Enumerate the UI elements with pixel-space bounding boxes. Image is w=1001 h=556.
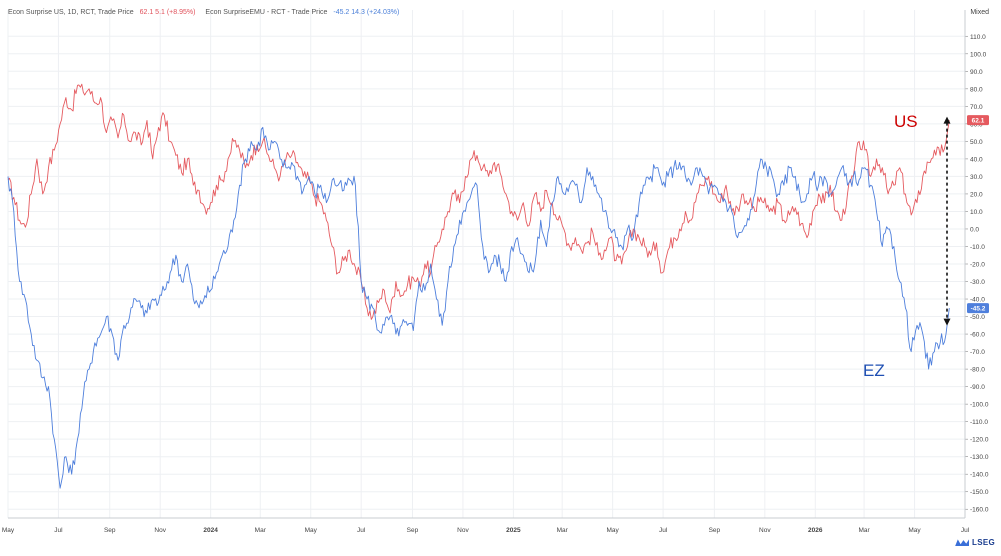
x-tick-label: Jul bbox=[357, 527, 366, 534]
y-tick-label: 110.0 bbox=[970, 34, 986, 41]
ez-series-line bbox=[7, 126, 950, 489]
lseg-logo-text: LSEG bbox=[972, 538, 995, 547]
y-tick-label: -50.0 bbox=[970, 314, 985, 321]
scale-mode-label[interactable]: Mixed bbox=[970, 9, 989, 16]
x-tick-label: Sep bbox=[407, 527, 419, 534]
y-tick-label: 30.0 bbox=[970, 174, 983, 181]
y-tick-label: 40.0 bbox=[970, 156, 983, 163]
y-tick-label: 20.0 bbox=[970, 191, 983, 198]
x-tick-label: Jul bbox=[54, 527, 63, 534]
lseg-logo-icon bbox=[955, 539, 970, 547]
y-tick-label: -40.0 bbox=[970, 297, 985, 304]
x-tick-label: May bbox=[305, 527, 318, 534]
y-tick-label: -110.0 bbox=[970, 419, 988, 426]
x-tick-label: May bbox=[2, 527, 15, 534]
y-tick-label: -140.0 bbox=[970, 472, 989, 479]
x-tick-label: 2025 bbox=[506, 527, 521, 534]
y-tick-label: 80.0 bbox=[970, 86, 983, 93]
x-tick-label: Nov bbox=[154, 527, 166, 534]
y-tick-label: 100.0 bbox=[970, 51, 987, 58]
x-tick-label: Nov bbox=[759, 527, 771, 534]
y-tick-label: -30.0 bbox=[970, 279, 985, 286]
x-tick-label: 2024 bbox=[203, 527, 218, 534]
us-price-tag-text: 62.1 bbox=[972, 118, 985, 125]
y-tick-label: -100.0 bbox=[970, 402, 989, 409]
y-tick-label: 0.0 bbox=[970, 226, 979, 233]
ez-price-tag-text: -45.2 bbox=[971, 306, 986, 313]
y-tick-label: -70.0 bbox=[970, 349, 985, 356]
x-tick-label: Mar bbox=[255, 527, 267, 534]
y-tick-label: -150.0 bbox=[970, 489, 989, 496]
x-tick-label: Mar bbox=[557, 527, 569, 534]
legend-us-name[interactable]: Econ Surprise US, 1D, RCT, Trade Price bbox=[8, 9, 134, 16]
ez-price-tag-bg bbox=[967, 303, 989, 314]
legend-us-values: 62.1 5.1 (+8.95%) bbox=[139, 9, 196, 16]
y-tick-label: -60.0 bbox=[970, 332, 985, 339]
y-tick-label: 10.0 bbox=[970, 209, 983, 216]
x-tick-label: Jul bbox=[961, 527, 970, 534]
x-tick-label: Sep bbox=[709, 527, 721, 534]
y-tick-label: 90.0 bbox=[970, 69, 983, 76]
legend-ez-name[interactable]: Econ SurpriseEMU - RCT - Trade Price bbox=[205, 9, 328, 16]
ez-annotation-label: EZ bbox=[863, 361, 885, 380]
spread-arrow-head-up bbox=[943, 116, 951, 124]
y-tick-label: -20.0 bbox=[970, 262, 985, 269]
y-tick-label: -130.0 bbox=[970, 454, 989, 461]
y-tick-label: 70.0 bbox=[970, 104, 983, 111]
legend-ez-values: -45.2 14.3 (+24.03%) bbox=[333, 9, 400, 16]
y-tick-label: -160.0 bbox=[970, 507, 989, 514]
x-tick-label: May bbox=[908, 527, 921, 534]
y-tick-label: -120.0 bbox=[970, 437, 989, 444]
lseg-logo: LSEG bbox=[955, 538, 995, 547]
y-tick-label: -10.0 bbox=[970, 244, 985, 251]
x-tick-label: Mar bbox=[858, 527, 870, 534]
y-tick-label: -90.0 bbox=[970, 384, 985, 391]
x-tick-label: 2026 bbox=[808, 527, 823, 534]
x-tick-label: Sep bbox=[104, 527, 116, 534]
us-annotation-label: US bbox=[894, 112, 918, 131]
y-tick-label: -80.0 bbox=[970, 367, 985, 374]
us-price-tag-bg bbox=[967, 115, 989, 126]
x-tick-label: May bbox=[606, 527, 619, 534]
legend: Econ Surprise US, 1D, RCT, Trade Price 6… bbox=[8, 9, 403, 16]
us-series-line bbox=[7, 83, 950, 320]
y-tick-label: 50.0 bbox=[970, 139, 983, 146]
spread-arrow-head-down bbox=[943, 318, 951, 326]
x-tick-label: Nov bbox=[457, 527, 469, 534]
x-tick-label: Jul bbox=[659, 527, 668, 534]
